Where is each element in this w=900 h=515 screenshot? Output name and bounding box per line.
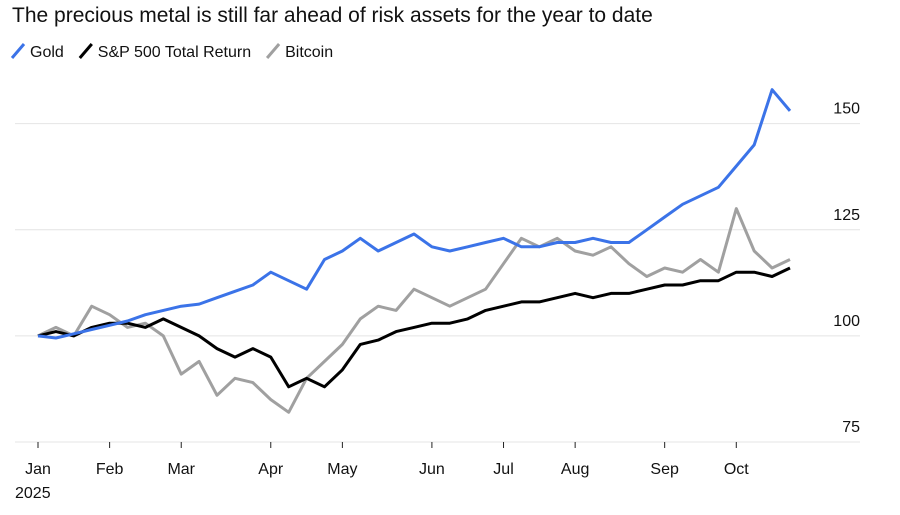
series-line [37,88,792,340]
x-tick-label: Sep [650,461,679,478]
legend-swatch [78,43,93,59]
y-tick-label: 150 [833,101,860,118]
legend-swatch [10,43,26,59]
x-tick-label: Jul [493,461,513,478]
legend-label: Gold [30,44,64,61]
legend-swatch [265,43,281,59]
chart-title: The precious metal is still far ahead of… [12,4,653,27]
x-tick-label: Apr [258,461,284,478]
x-tick-label: Feb [96,461,124,478]
x-tick-label: Aug [561,461,589,478]
x-tick-label: Jan [25,461,51,478]
x-tick-label: Mar [167,461,195,478]
y-tick-label: 75 [842,419,860,436]
x-tick-label: May [327,461,357,478]
x-year-label: 2025 [15,485,51,502]
series-line [37,266,791,389]
legend-label: S&P 500 Total Return [98,44,251,61]
series-line [37,207,791,414]
y-tick-label: 100 [833,313,860,330]
y-tick-label: 125 [833,207,860,224]
x-tick-label: Jun [419,461,445,478]
legend-label: Bitcoin [285,44,333,61]
x-tick-label: Oct [724,461,749,478]
